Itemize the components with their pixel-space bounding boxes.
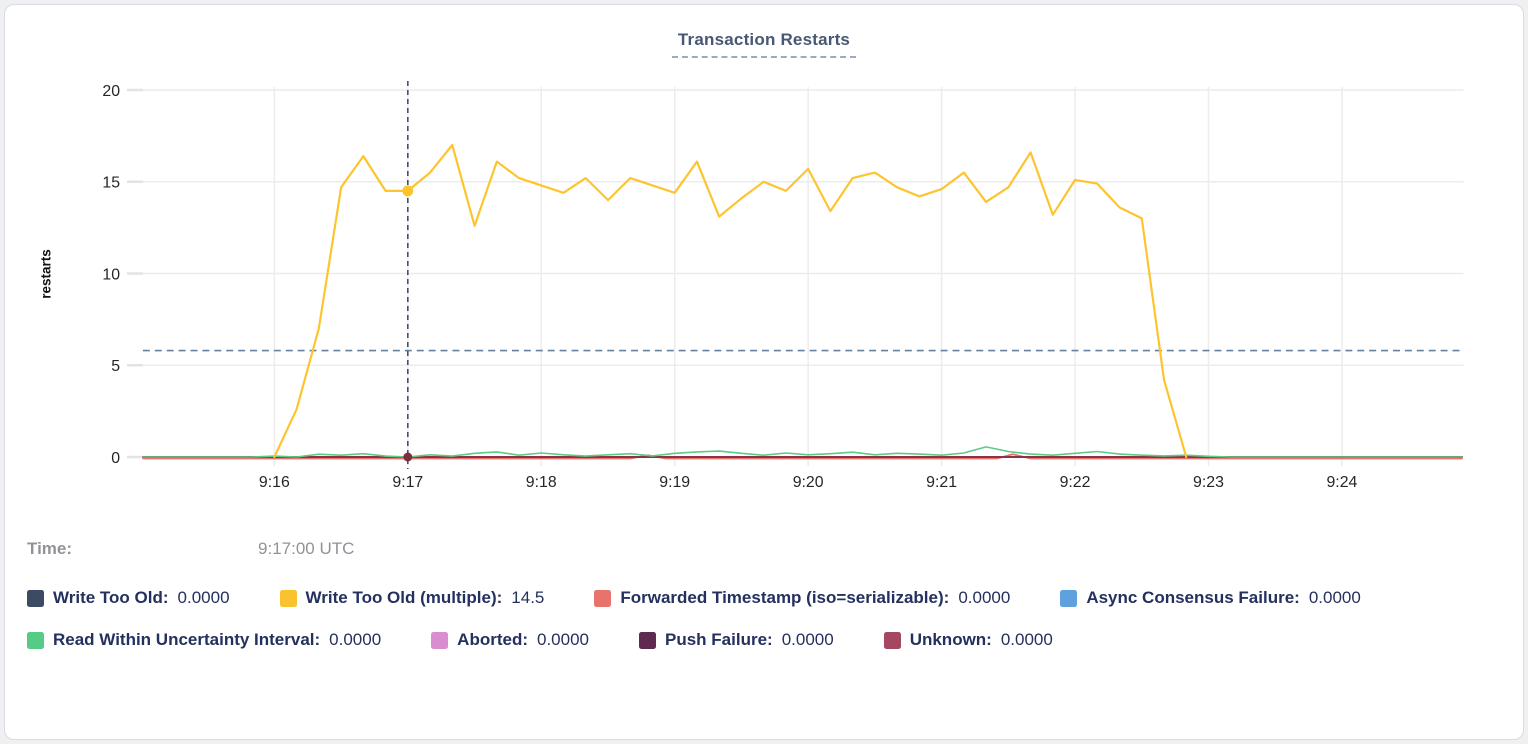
legend-item-write-too-old[interactable]: Write Too Old: 0.0000 [27,588,230,608]
legend-value: 0.0000 [329,630,382,649]
y-tick-label: 0 [111,450,120,467]
legend-label: Write Too Old: [53,588,169,607]
x-tick-label: 9:24 [1326,474,1357,491]
legend-swatch-aborted [431,631,449,649]
series-line-write-too-old-multiple- [273,143,1188,459]
y-tick-label: 15 [102,175,120,192]
hover-time-value: 9:17:00 UTC [258,539,355,558]
series-line-read-within-uncertainty-interval [142,446,1463,458]
legend-value: 0.0000 [1308,588,1361,607]
y-tick-label: 20 [102,83,120,100]
y-axis-label: restarts [39,249,54,299]
legend-value: 0.0000 [781,630,834,649]
transaction-restarts-chart[interactable]: 0 5 10 15 20 9:16 9:17 9:18 9:19 9:20 9:21 9:22 9:23… [5,67,1521,527]
legend-label: Forwarded Timestamp (iso=serializable): [620,588,950,607]
chart-legend: Write Too Old: 0.0000 Write Too Old (multi… [5,563,1523,650]
legend-swatch-write-too-old [27,589,44,607]
x-tick-label: 9:22 [1060,474,1091,491]
hover-dot-unknown [403,452,413,462]
y-tick-label: 5 [111,358,120,375]
legend-item-unknown[interactable]: Unknown: 0.0000 [883,630,1053,650]
legend-label: Write Too Old (multiple): [305,588,503,607]
chart-card: Transaction Restarts 0 5 10 15 20 9:16 9:17 9:1… [4,4,1524,740]
legend-label: Async Consensus Failure: [1086,588,1300,607]
legend-label: Aborted: [457,630,528,649]
legend-item-push-failure[interactable]: Push Failure: 0.0000 [639,630,834,650]
legend-label: Read Within Uncertainty Interval: [53,630,321,649]
legend-swatch-async-consensus-failure [1060,589,1078,607]
x-tick-label: 9:17 [392,474,423,491]
legend-value: 0.0000 [177,588,230,607]
y-tick-label: 10 [102,266,120,283]
legend-label: Unknown: [909,630,992,649]
legend-item-forwarded-timestamp-iso-serializable[interactable]: Forwarded Timestamp (iso=serializable): 0… [594,588,1010,608]
chart-title: Transaction Restarts [671,30,857,58]
legend-item-aborted[interactable]: Aborted: 0.0000 [431,630,589,650]
x-tick-label: 9:18 [526,474,557,491]
legend-item-read-within-uncertainty-interval[interactable]: Read Within Uncertainty Interval: 0.0000 [27,630,381,650]
chart-title-row: Transaction Restarts [5,5,1523,67]
hover-time-row: Time: 9:17:00 UTC [5,539,1523,563]
legend-value: 0.0000 [537,630,589,649]
legend-swatch-write-too-old-multiple [279,589,297,607]
legend-value: 14.5 [511,588,545,607]
x-tick-label: 9:21 [926,474,957,491]
x-tick-label: 9:23 [1193,474,1224,491]
legend-swatch-unknown [883,631,901,649]
legend-value: 0.0000 [1000,630,1053,649]
legend-swatch-read-within-uncertainty-interval [27,631,44,649]
x-tick-label: 9:19 [659,474,690,491]
hover-time-label: Time: [27,539,73,558]
legend-item-async-consensus-failure[interactable]: Async Consensus Failure: 0.0000 [1060,588,1361,608]
legend-swatch-forwarded-timestamp-iso-serializable [594,589,612,607]
legend-swatch-push-failure [639,631,656,649]
x-tick-label: 9:20 [793,474,824,491]
legend-value: 0.0000 [958,588,1011,607]
x-tick-label: 9:16 [259,474,290,491]
legend-item-write-too-old-multiple[interactable]: Write Too Old (multiple): 14.5 [279,588,545,608]
legend-label: Push Failure: [665,630,773,649]
hover-dot-write-too-old-multiple- [402,185,414,197]
